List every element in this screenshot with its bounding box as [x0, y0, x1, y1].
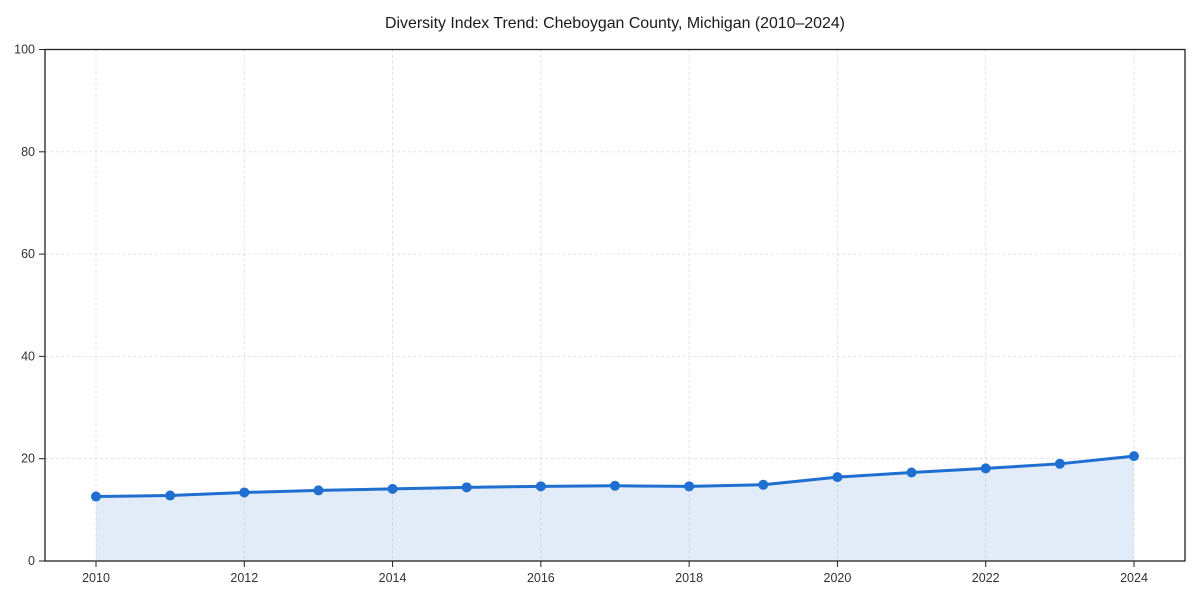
- svg-text:20: 20: [21, 452, 35, 466]
- svg-text:2014: 2014: [379, 571, 407, 585]
- svg-text:0: 0: [28, 554, 35, 568]
- svg-text:60: 60: [21, 247, 35, 261]
- svg-text:2012: 2012: [230, 571, 258, 585]
- svg-text:2024: 2024: [1120, 571, 1148, 585]
- svg-text:100: 100: [14, 43, 35, 57]
- svg-text:2018: 2018: [675, 571, 703, 585]
- svg-text:2020: 2020: [824, 571, 852, 585]
- svg-text:80: 80: [21, 145, 35, 159]
- svg-text:2022: 2022: [972, 571, 1000, 585]
- svg-text:2010: 2010: [82, 571, 110, 585]
- svg-text:40: 40: [21, 349, 35, 363]
- svg-text:2016: 2016: [527, 571, 555, 585]
